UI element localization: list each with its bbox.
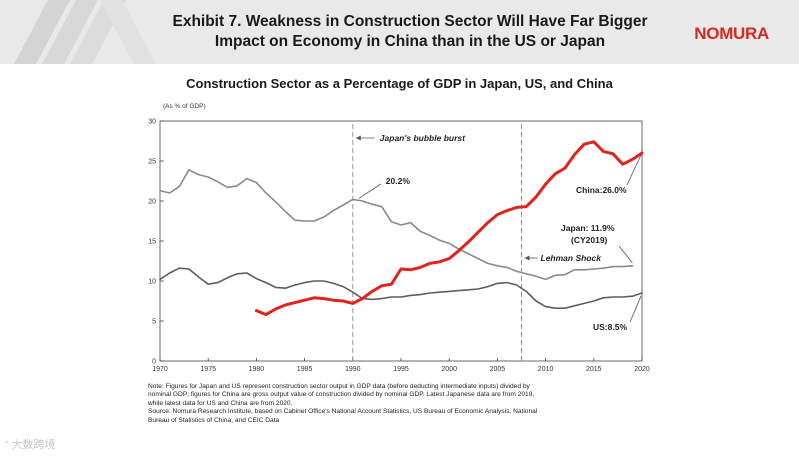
chevron-graphic (14, 0, 156, 64)
annotation-japan-peak: 20.2% (386, 176, 411, 186)
note-line-2: nominal GDP; figures for China are gross… (148, 391, 535, 399)
annotation-japan-year: (CY2019) (571, 235, 608, 245)
y-axis-label: (As % of GDP) (163, 103, 206, 110)
header-banner: Exhibit 7. Weakness in Construction Sect… (0, 0, 799, 64)
y-tick-label: 5 (152, 319, 156, 326)
exhibit-title: Exhibit 7. Weakness in Construction Sect… (150, 12, 670, 52)
brand-logo: NOMURA (694, 24, 769, 43)
annotation-bubble-burst: Japan's bubble burst (380, 133, 466, 143)
annotation-us-latest: US:8.5% (593, 322, 627, 332)
y-tick-label: 20 (148, 199, 156, 206)
x-tick-label: 1980 (249, 366, 265, 373)
watermark: ‘’ 大数跨境 (4, 439, 56, 451)
x-tick-label: 2020 (634, 366, 650, 373)
x-tick-label: 2015 (586, 366, 602, 373)
footnotes: Note: Figures for Japan and US represent… (148, 383, 648, 425)
line-chart: (As % of GDP) 0 5 10 15 20 25 30 1970 1975 1980 19… (148, 103, 650, 374)
x-tick-label: 2010 (538, 366, 554, 373)
x-tick-label: 2005 (490, 366, 506, 373)
bubble-arrowhead (355, 135, 361, 141)
y-tick-label: 0 (152, 359, 156, 366)
y-tick-label: 25 (148, 159, 156, 166)
y-tick-label: 30 (148, 119, 156, 126)
note-line-5: Bureau of Statistics of China, and CEIC … (148, 416, 280, 424)
plot-frame (159, 120, 643, 362)
y-tick-label: 10 (148, 279, 156, 286)
peak-pointer (358, 183, 382, 199)
annotation-japan-latest: Japan: 11.9% (561, 223, 615, 233)
axes: 0 5 10 15 20 25 30 1970 1975 1980 1985 1990 1995 2000… (148, 119, 650, 374)
x-tick-label: 1990 (345, 366, 361, 373)
note-line-1: Note: Figures for Japan and US represent… (148, 383, 530, 390)
series-line-china (254, 140, 644, 317)
exhibit-title-line2: Impact on Economy in China than in the U… (214, 33, 606, 50)
annotations: Japan's bubble burst 20.2% Lehman Shock Chi… (355, 133, 642, 332)
note-line-4: Source: Nomura Research Institute, based… (148, 408, 538, 416)
x-tick-label: 1970 (152, 366, 168, 373)
chart-title: Construction Sector as a Percentage of G… (186, 76, 613, 91)
x-tick-label: 1985 (297, 366, 313, 373)
lehman-arrowhead (524, 255, 530, 261)
annotation-lehman-shock: Lehman Shock (541, 253, 603, 263)
x-tick-label: 1995 (393, 366, 409, 373)
japan-pointer (618, 245, 633, 264)
series-line-japan (159, 169, 634, 281)
series-lines (159, 140, 644, 317)
us-pointer (629, 295, 642, 323)
note-line-3: while latest data for US and China are f… (148, 399, 293, 407)
y-tick-label: 15 (148, 239, 156, 246)
series-line-us (159, 267, 643, 310)
x-tick-label: 1975 (200, 366, 216, 373)
x-tick-label: 2000 (441, 366, 457, 373)
annotation-china-latest: China:26.0% (576, 185, 627, 195)
exhibit-title-line1: Exhibit 7. Weakness in Construction Sect… (172, 13, 648, 30)
reference-lines (352, 124, 522, 361)
china-pointer (626, 154, 642, 186)
